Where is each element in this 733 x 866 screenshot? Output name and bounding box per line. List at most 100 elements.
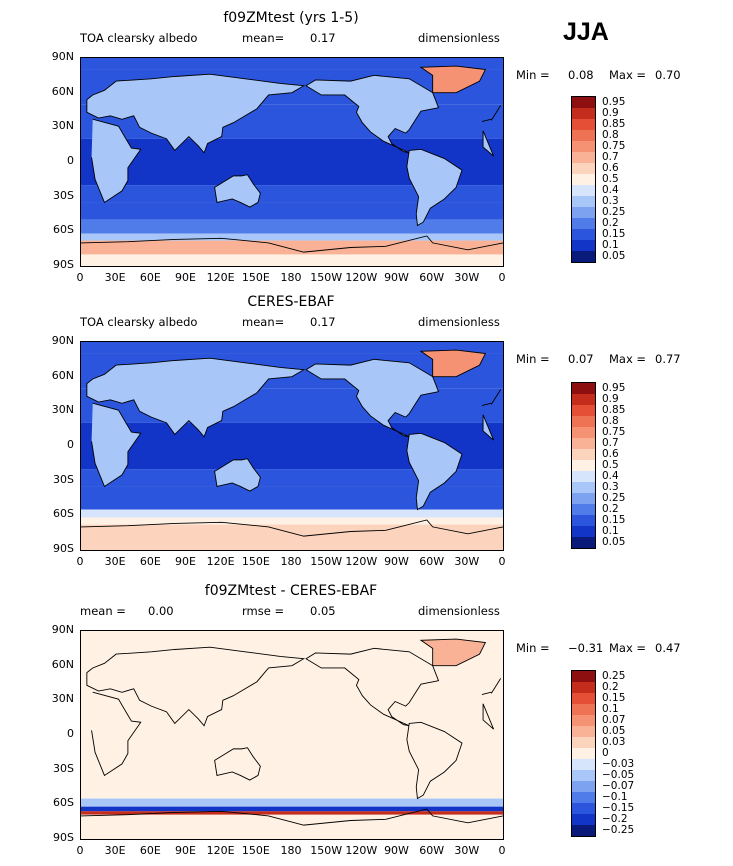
lat-tick-label: 90S xyxy=(53,258,74,271)
map-plot xyxy=(80,341,504,551)
colorbar-label: 0.6 xyxy=(602,448,619,460)
lon-tick-label: 90W xyxy=(384,271,409,284)
lon-tick-label: 60W xyxy=(419,271,445,284)
colorbar-label: −0.07 xyxy=(602,780,635,792)
colorbar-swatch xyxy=(572,737,595,748)
units-label: dimensionless xyxy=(418,315,500,329)
coastline-1 xyxy=(86,646,502,727)
lon-tick-label: 0 xyxy=(76,271,84,284)
coastline-2 xyxy=(305,358,440,438)
colorbar-swatch xyxy=(572,240,595,251)
lon-tick-label: 30W xyxy=(454,555,480,568)
lon-tick-label: 30E xyxy=(104,844,126,857)
colorbar-swatch xyxy=(572,405,595,416)
lon-tick-label: 150W xyxy=(310,555,343,568)
lat-tick-label: 60S xyxy=(53,223,74,237)
zonal-band-6 xyxy=(81,814,503,839)
season-label: JJA xyxy=(563,18,609,46)
colorbar-swatch xyxy=(572,207,595,218)
colorbar-swatch xyxy=(572,493,595,504)
lat-tick-label: 90N xyxy=(51,50,74,63)
colorbar-label: 0.95 xyxy=(602,382,626,394)
max-label: Max = xyxy=(609,641,647,655)
max-value: 0.47 xyxy=(655,641,681,655)
colorbar-swatch xyxy=(572,504,595,515)
lat-tick-label: 30N xyxy=(51,403,74,417)
left-label: TOA clearsky albedo xyxy=(80,315,198,329)
colorbar-label: 0.75 xyxy=(602,426,626,438)
coastline-0 xyxy=(91,118,495,204)
lat-tick-label: 0 xyxy=(67,727,74,740)
colorbar-swatch xyxy=(572,119,595,130)
panel-title: f09ZMtest - CERES-EBAF xyxy=(204,583,378,599)
colorbar-swatch xyxy=(572,229,595,240)
colorbar xyxy=(571,96,596,263)
lon-tick-label: 60W xyxy=(419,555,445,568)
lon-tick-label: 180 xyxy=(280,555,302,568)
lon-tick-label: 60E xyxy=(139,271,161,284)
lon-tick-label: 120E xyxy=(206,844,235,857)
lon-tick-label: 90E xyxy=(175,844,196,857)
colorbar-label: 0.4 xyxy=(602,184,619,196)
colorbar-label: 0.5 xyxy=(602,459,619,471)
colorbar-label: 0.05 xyxy=(602,725,626,737)
left-value: 0.00 xyxy=(148,604,174,618)
colorbar-label: 0.8 xyxy=(602,129,619,141)
colorbar-swatch xyxy=(572,770,595,781)
min-value: 0.07 xyxy=(568,352,594,366)
map-svg xyxy=(81,58,503,266)
colorbar-label: 0.3 xyxy=(602,195,619,207)
colorbar-swatch xyxy=(572,427,595,438)
zonal-band-0 xyxy=(81,631,503,643)
coastline-2 xyxy=(305,74,440,154)
lon-tick-label: 0 xyxy=(498,555,506,568)
lon-tick-label: 150E xyxy=(241,271,270,284)
colorbar-swatch xyxy=(572,726,595,737)
lon-tick-label: 120E xyxy=(206,271,235,284)
lon-tick-label: 0 xyxy=(76,844,84,857)
left-label: mean = xyxy=(80,604,126,618)
zonal-band-7 xyxy=(81,517,503,525)
colorbar-label: 0.7 xyxy=(602,151,619,163)
lon-tick-label: 150E xyxy=(241,844,270,857)
min-label: Min = xyxy=(516,352,550,366)
colorbar-swatch xyxy=(572,130,595,141)
lon-tick-label: 120W xyxy=(345,555,378,568)
min-value: 0.08 xyxy=(568,68,594,82)
zonal-band-3 xyxy=(81,798,503,807)
colorbar-swatch xyxy=(572,715,595,726)
mean-value: 0.17 xyxy=(310,31,336,45)
lat-tick-label: 30S xyxy=(53,761,74,775)
colorbar-label: 0.15 xyxy=(602,514,626,526)
colorbar-swatch xyxy=(572,803,595,814)
colorbar-label: 0.25 xyxy=(602,492,626,504)
colorbar-label: 0.9 xyxy=(602,107,619,119)
coastline-6 xyxy=(81,235,503,253)
lat-tick-label: 60N xyxy=(51,657,74,671)
colorbar-label: −0.25 xyxy=(602,824,635,836)
colorbar-swatch xyxy=(572,682,595,693)
coastline-3 xyxy=(406,721,463,800)
zonal-band-0 xyxy=(81,342,503,354)
lat-tick-label: 60N xyxy=(51,84,74,98)
colorbar-swatch xyxy=(572,704,595,715)
zonal-band-0 xyxy=(81,58,503,70)
zonal-band-8 xyxy=(81,524,503,550)
coastline-4 xyxy=(214,747,261,781)
lon-tick-label: 0 xyxy=(498,271,506,284)
units-label: dimensionless xyxy=(418,604,500,618)
coastline-3 xyxy=(406,148,463,227)
coastline-6 xyxy=(81,808,503,826)
colorbar-label: −0.03 xyxy=(602,758,635,770)
min-value: −0.31 xyxy=(568,641,604,655)
min-label: Min = xyxy=(516,68,550,82)
colorbar-label: 0.2 xyxy=(602,681,619,693)
mean-label: mean= xyxy=(242,315,285,329)
lon-tick-label: 90W xyxy=(384,555,409,568)
colorbar-swatch xyxy=(572,163,595,174)
lon-tick-label: 30W xyxy=(454,271,480,284)
colorbar-swatch xyxy=(572,97,595,108)
colorbar-swatch xyxy=(572,814,595,825)
coastline-3 xyxy=(406,432,463,511)
lat-tick-label: 90N xyxy=(51,623,74,636)
